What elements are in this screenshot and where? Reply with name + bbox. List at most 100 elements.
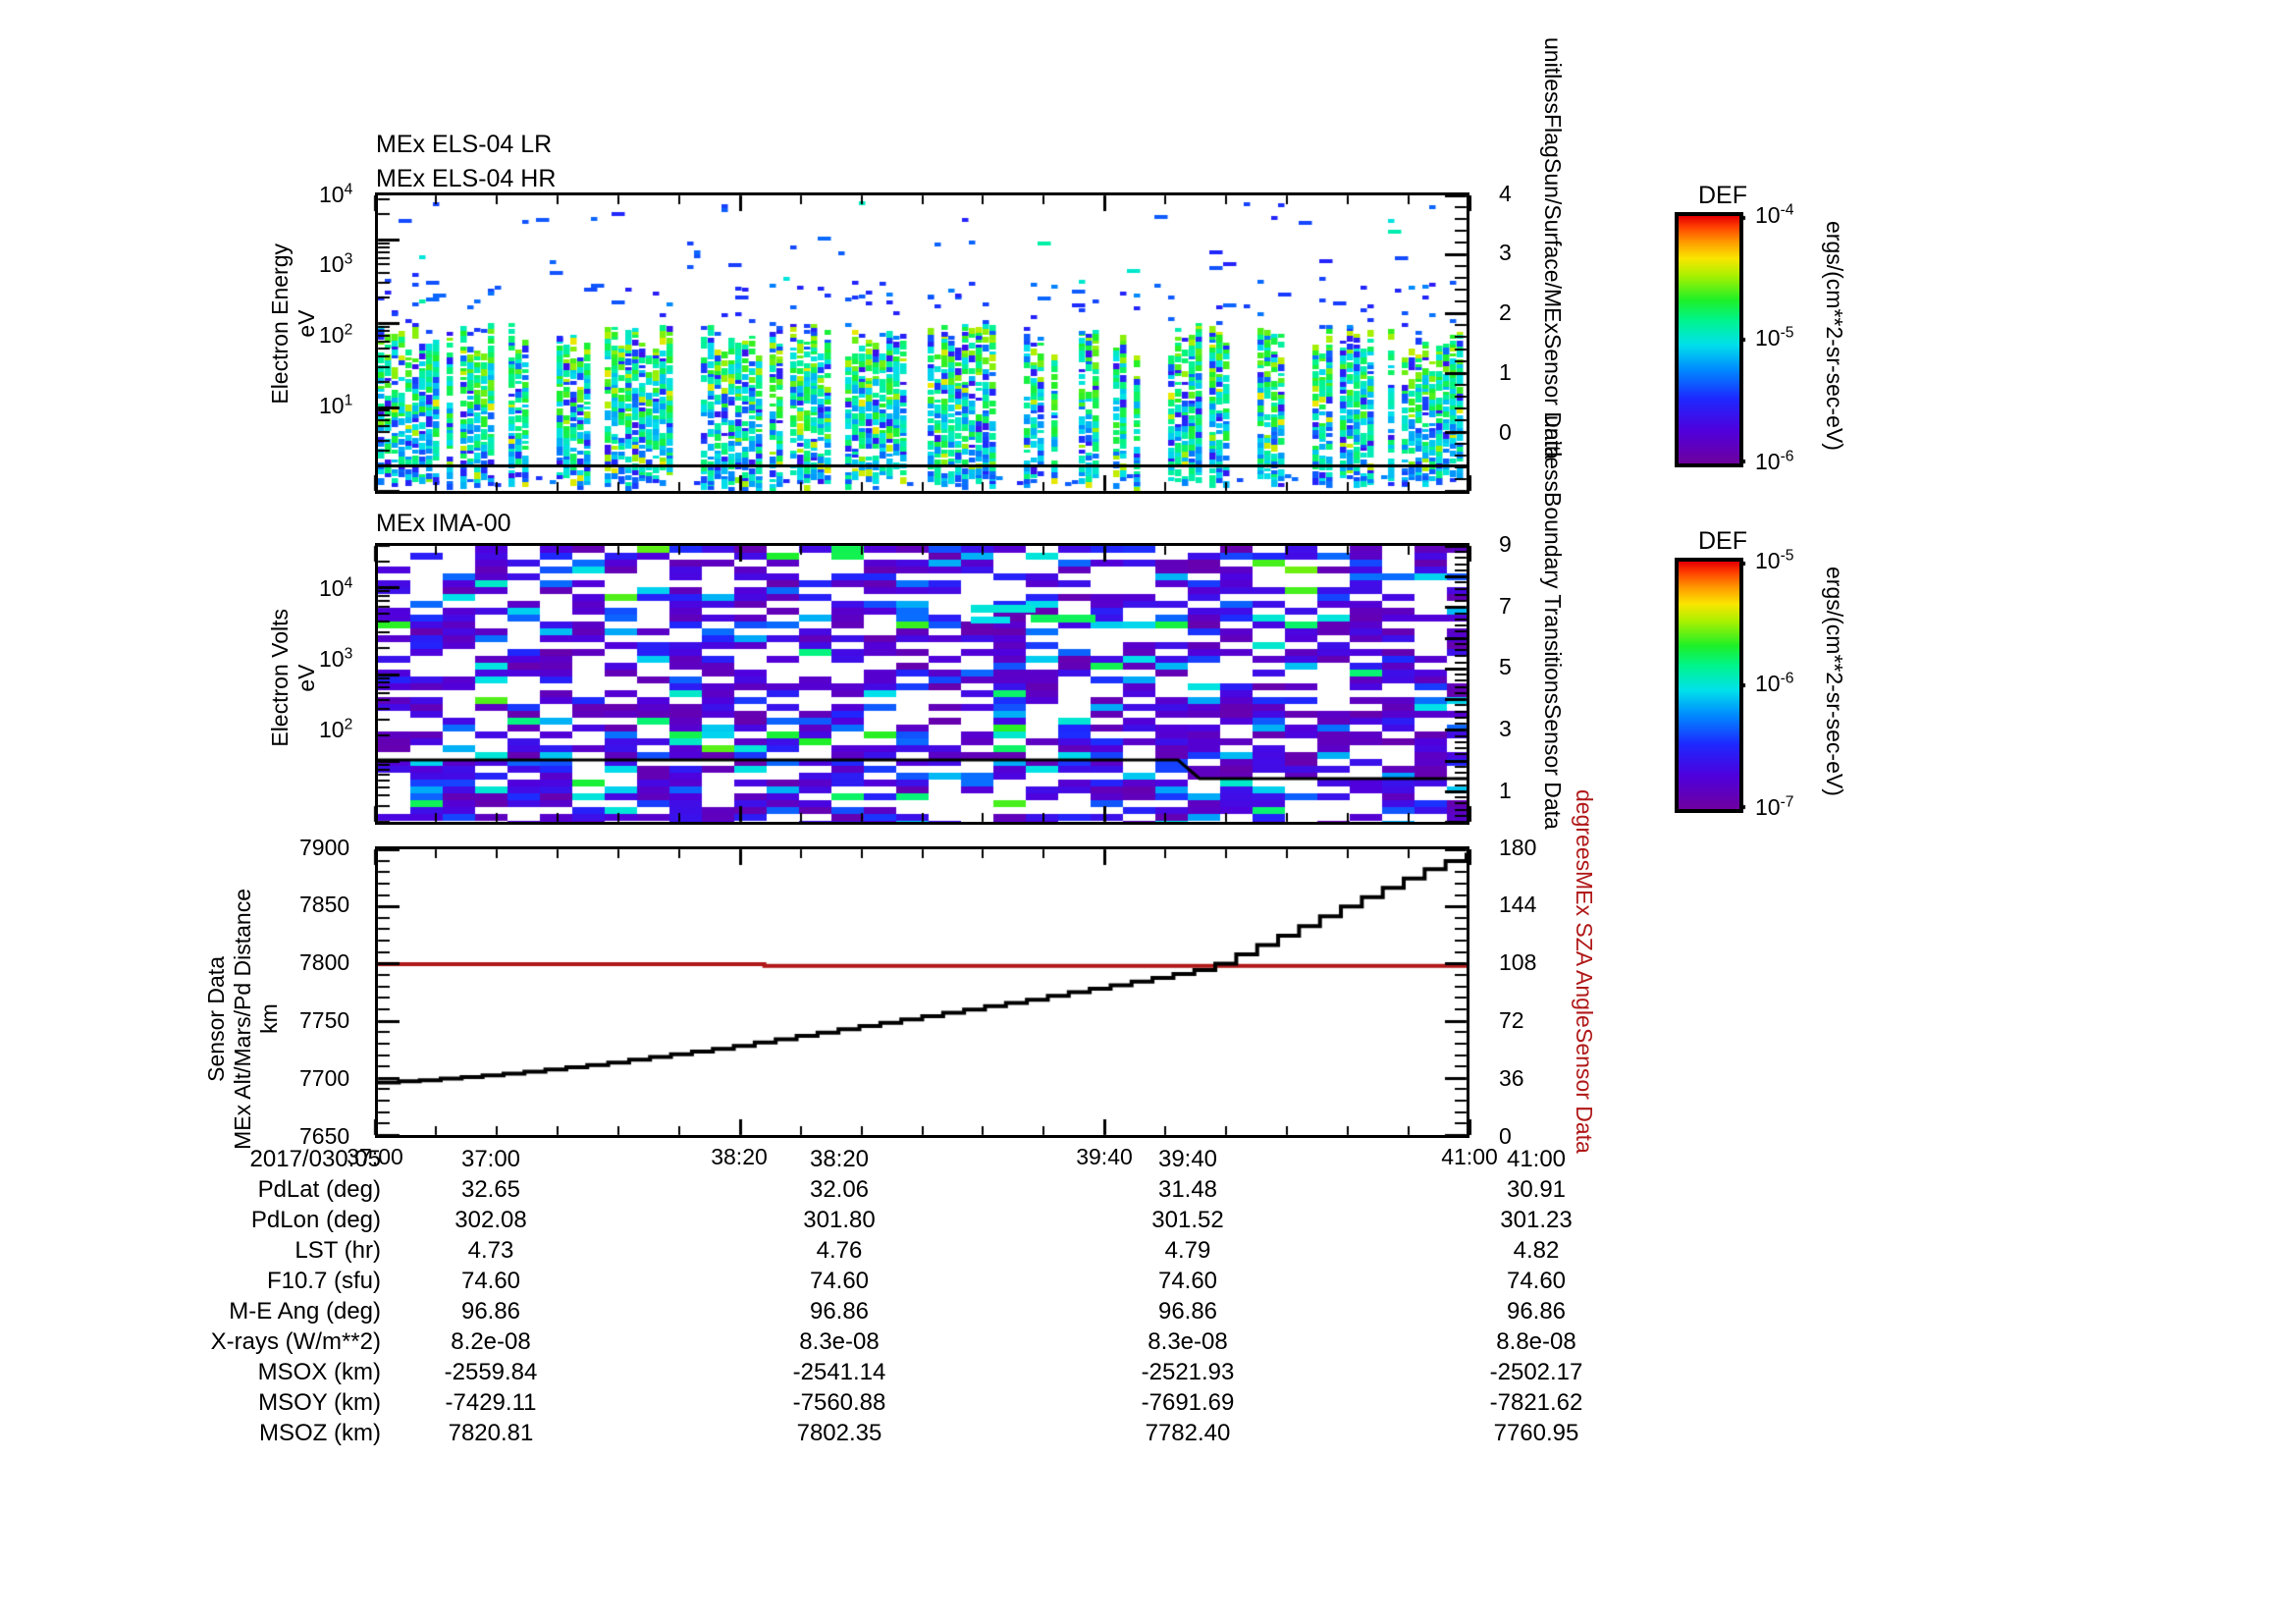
table-cell: 301.80 — [803, 1207, 876, 1233]
table-cell: 38:20 — [809, 1146, 870, 1172]
table-cell: 96.86 — [809, 1298, 870, 1325]
x-axis-tick-label: 41:00 — [1441, 1144, 1498, 1169]
colorbar-els-tick-mid: 10-5 — [1755, 324, 1794, 351]
table-cell: 4.82 — [1513, 1237, 1560, 1264]
table-row-label: PdLat (deg) — [257, 1176, 381, 1203]
colorbar-els-tick-top: 10-4 — [1755, 201, 1794, 228]
colorbar-els[interactable] — [1675, 212, 1743, 467]
table-cell: 74.60 — [460, 1268, 521, 1294]
els-right-tick-4: 4 — [1499, 181, 1512, 206]
table-cell: 96.86 — [1157, 1298, 1218, 1325]
table-cell: -7429.11 — [445, 1389, 537, 1416]
colorbar-ima-tick-mid: 10-6 — [1755, 670, 1794, 696]
colorbar-ima-tick-bottom: 10-7 — [1755, 793, 1794, 820]
x-axis-tick-label: 37:00 — [347, 1144, 403, 1169]
els-y-tick-1: 101 — [319, 392, 353, 418]
els-y-tick-3: 103 — [319, 250, 353, 277]
table-cell: 4.76 — [816, 1237, 863, 1264]
els-right-tick-3: 3 — [1499, 240, 1512, 265]
table-row-label: X-rays (W/m**2) — [210, 1328, 381, 1355]
table-row-label: MSOX (km) — [257, 1359, 381, 1385]
table-row-label: MSOY (km) — [258, 1389, 381, 1416]
ima-spectrogram-panel[interactable] — [375, 543, 1469, 825]
table-cell: -7560.88 — [792, 1389, 886, 1416]
sza-y-tick-36: 36 — [1499, 1065, 1524, 1091]
table-cell: 30.91 — [1506, 1176, 1567, 1203]
ima-right-axis-label: Sensor Data Boundary Transitions unitles… — [1540, 415, 1566, 830]
table-cell: 301.52 — [1151, 1207, 1224, 1233]
alt-y-tick-7800: 7800 — [299, 949, 350, 975]
table-cell: 7760.95 — [1493, 1420, 1579, 1446]
table-cell: 37:00 — [460, 1146, 521, 1172]
altitude-sza-canvas — [378, 849, 1467, 1135]
els-right-tick-0: 0 — [1499, 419, 1512, 445]
table-cell: 39:40 — [1157, 1146, 1218, 1172]
alt-y-tick-7850: 7850 — [299, 892, 350, 917]
table-cell: 7820.81 — [448, 1420, 534, 1446]
table-row-label: LST (hr) — [294, 1237, 381, 1264]
table-cell: 7802.35 — [796, 1420, 882, 1446]
els-spectrogram-panel[interactable] — [375, 192, 1469, 494]
table-row-label: MSOZ (km) — [259, 1420, 381, 1446]
altitude-sza-panel[interactable] — [375, 846, 1469, 1138]
table-cell: 32.65 — [460, 1176, 521, 1203]
ima-right-tick-7: 7 — [1499, 593, 1512, 619]
ima-y-tick-4: 104 — [319, 574, 353, 601]
table-cell: 74.60 — [1506, 1268, 1567, 1294]
alt-y-axis-label: Sensor Data MEx Alt/Mars/Pd Distance km — [203, 889, 282, 1150]
ima-y-axis-label: Electron Volts eV — [267, 609, 319, 747]
els-right-tick-2: 2 — [1499, 299, 1512, 325]
ima-right-tick-3: 3 — [1499, 716, 1512, 741]
table-row-label: PdLon (deg) — [250, 1207, 381, 1233]
table-cell: 74.60 — [809, 1268, 870, 1294]
table-cell: 7782.40 — [1145, 1420, 1231, 1446]
table-cell: -2541.14 — [792, 1359, 886, 1385]
els-y-tick-2: 102 — [319, 321, 353, 348]
table-cell: -7821.62 — [1489, 1389, 1583, 1416]
ima-title: MEx IMA-00 — [376, 510, 511, 537]
table-cell: 8.3e-08 — [799, 1328, 880, 1355]
colorbar-els-tick-bottom: 10-6 — [1755, 448, 1794, 474]
table-row-label: M-E Ang (deg) — [229, 1298, 381, 1325]
table-cell: -2502.17 — [1489, 1359, 1583, 1385]
table-cell: 8.3e-08 — [1148, 1328, 1228, 1355]
sza-y-tick-144: 144 — [1499, 892, 1537, 917]
colorbar-els-title: DEF — [1698, 182, 1747, 209]
els-y-tick-4: 104 — [319, 181, 353, 207]
sza-y-tick-180: 180 — [1499, 835, 1537, 860]
els-y-axis-label: Electron Energy eV — [267, 243, 319, 405]
ima-spectrogram-canvas — [378, 546, 1467, 822]
els-right-tick-1: 1 — [1499, 359, 1512, 385]
ima-y-tick-3: 103 — [319, 645, 353, 672]
colorbar-ima[interactable] — [1675, 558, 1743, 813]
table-cell: -2559.84 — [444, 1359, 538, 1385]
table-row-label: 2017/030:05 — [249, 1146, 381, 1172]
x-axis-tick-label: 38:20 — [711, 1144, 768, 1169]
x-axis-tick-label: 39:40 — [1076, 1144, 1133, 1169]
els-title-lr: MEx ELS-04 LR — [376, 131, 553, 158]
table-cell: 302.08 — [454, 1207, 527, 1233]
ima-right-tick-9: 9 — [1499, 531, 1512, 557]
table-cell: 301.23 — [1500, 1207, 1573, 1233]
alt-y-tick-7750: 7750 — [299, 1007, 350, 1033]
sza-y-tick-72: 72 — [1499, 1007, 1524, 1033]
table-cell: 8.8e-08 — [1496, 1328, 1576, 1355]
table-cell: 31.48 — [1157, 1176, 1218, 1203]
ima-y-tick-2: 102 — [319, 716, 353, 742]
alt-y-tick-7700: 7700 — [299, 1065, 350, 1091]
els-title-hr: MEx ELS-04 HR — [376, 165, 557, 192]
colorbar-ima-title: DEF — [1698, 527, 1747, 555]
colorbar-ima-unit-label: ergs/(cm**2-sr-sec-eV) — [1822, 567, 1847, 796]
els-spectrogram-canvas — [378, 195, 1467, 491]
table-cell: 96.86 — [1506, 1298, 1567, 1325]
sza-right-axis-label: Sensor Data MEx SZA Angle degrees — [1572, 789, 1597, 1154]
alt-y-tick-7900: 7900 — [299, 835, 350, 860]
ima-right-tick-1: 1 — [1499, 778, 1512, 803]
table-cell: 4.79 — [1164, 1237, 1211, 1264]
table-cell: 8.2e-08 — [451, 1328, 531, 1355]
table-cell: 32.06 — [809, 1176, 870, 1203]
table-row-label: F10.7 (sfu) — [266, 1268, 381, 1294]
table-cell: -7691.69 — [1141, 1389, 1235, 1416]
colorbar-els-gradient — [1679, 216, 1739, 463]
ima-right-tick-5: 5 — [1499, 654, 1512, 679]
